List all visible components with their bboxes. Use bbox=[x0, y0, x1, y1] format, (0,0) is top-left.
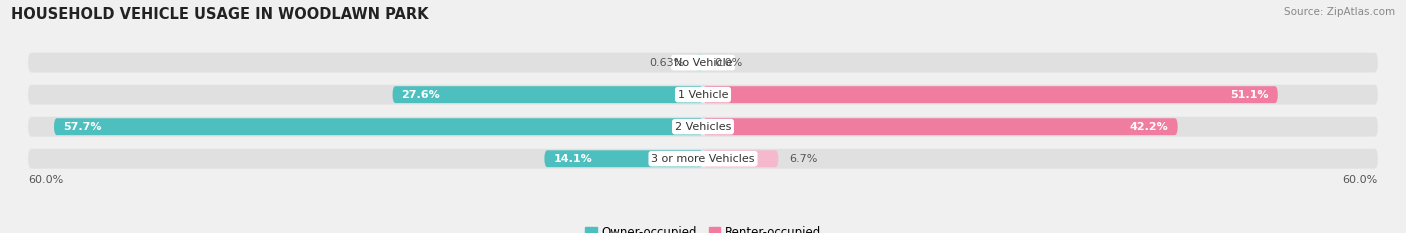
FancyBboxPatch shape bbox=[28, 149, 1378, 169]
Text: 0.0%: 0.0% bbox=[714, 58, 742, 68]
FancyBboxPatch shape bbox=[696, 54, 703, 71]
Text: 0.63%: 0.63% bbox=[650, 58, 685, 68]
Text: 27.6%: 27.6% bbox=[402, 90, 440, 100]
FancyBboxPatch shape bbox=[703, 86, 1278, 103]
Text: 60.0%: 60.0% bbox=[28, 175, 63, 185]
Text: HOUSEHOLD VEHICLE USAGE IN WOODLAWN PARK: HOUSEHOLD VEHICLE USAGE IN WOODLAWN PARK bbox=[11, 7, 429, 22]
FancyBboxPatch shape bbox=[53, 118, 703, 135]
FancyBboxPatch shape bbox=[28, 117, 1378, 137]
Text: Source: ZipAtlas.com: Source: ZipAtlas.com bbox=[1284, 7, 1395, 17]
FancyBboxPatch shape bbox=[703, 150, 779, 167]
Legend: Owner-occupied, Renter-occupied: Owner-occupied, Renter-occupied bbox=[585, 226, 821, 233]
Text: 3 or more Vehicles: 3 or more Vehicles bbox=[651, 154, 755, 164]
Text: 57.7%: 57.7% bbox=[63, 122, 101, 132]
Text: 2 Vehicles: 2 Vehicles bbox=[675, 122, 731, 132]
Text: No Vehicle: No Vehicle bbox=[673, 58, 733, 68]
Text: 42.2%: 42.2% bbox=[1130, 122, 1168, 132]
FancyBboxPatch shape bbox=[28, 53, 1378, 72]
Text: 6.7%: 6.7% bbox=[790, 154, 818, 164]
Text: 60.0%: 60.0% bbox=[1343, 175, 1378, 185]
FancyBboxPatch shape bbox=[392, 86, 703, 103]
Text: 1 Vehicle: 1 Vehicle bbox=[678, 90, 728, 100]
FancyBboxPatch shape bbox=[28, 85, 1378, 105]
Text: 51.1%: 51.1% bbox=[1230, 90, 1268, 100]
FancyBboxPatch shape bbox=[703, 118, 1178, 135]
Text: 14.1%: 14.1% bbox=[554, 154, 592, 164]
FancyBboxPatch shape bbox=[544, 150, 703, 167]
